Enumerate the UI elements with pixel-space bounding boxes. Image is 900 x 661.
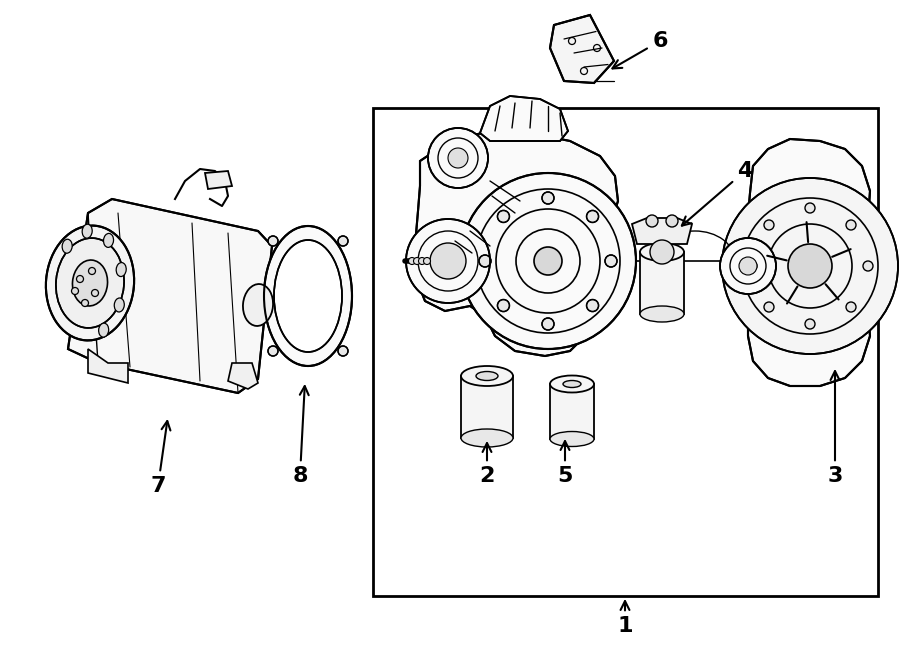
Circle shape — [413, 258, 420, 264]
Circle shape — [460, 173, 636, 349]
Ellipse shape — [99, 323, 109, 337]
Text: 7: 7 — [150, 421, 170, 496]
Text: 2: 2 — [480, 443, 495, 486]
Circle shape — [338, 236, 348, 246]
Circle shape — [428, 128, 488, 188]
Text: 8: 8 — [292, 386, 309, 486]
Circle shape — [846, 302, 856, 312]
Circle shape — [605, 255, 617, 267]
Text: 5: 5 — [557, 441, 572, 486]
Circle shape — [587, 299, 599, 311]
Text: 1: 1 — [617, 601, 633, 636]
Ellipse shape — [640, 306, 684, 322]
Circle shape — [788, 244, 832, 288]
Circle shape — [542, 192, 554, 204]
Circle shape — [534, 247, 562, 275]
Circle shape — [650, 240, 674, 264]
Polygon shape — [748, 139, 870, 386]
Circle shape — [720, 238, 776, 294]
Ellipse shape — [550, 432, 594, 446]
Polygon shape — [88, 349, 128, 383]
Circle shape — [863, 261, 873, 271]
Circle shape — [88, 268, 95, 274]
Circle shape — [666, 215, 678, 227]
Ellipse shape — [114, 298, 124, 312]
Circle shape — [424, 258, 430, 264]
Circle shape — [76, 276, 84, 282]
Circle shape — [646, 215, 658, 227]
Text: 3: 3 — [827, 371, 842, 486]
Circle shape — [739, 257, 757, 275]
Circle shape — [764, 302, 774, 312]
Polygon shape — [480, 96, 568, 141]
Circle shape — [747, 261, 757, 271]
Polygon shape — [550, 15, 614, 83]
Text: 4: 4 — [682, 161, 752, 225]
Ellipse shape — [82, 224, 92, 238]
Circle shape — [268, 346, 278, 356]
Bar — [373, 108, 878, 596]
Circle shape — [406, 219, 490, 303]
Bar — [461, 376, 513, 438]
Polygon shape — [632, 218, 692, 244]
Circle shape — [722, 178, 898, 354]
Circle shape — [338, 346, 348, 356]
Circle shape — [805, 203, 815, 213]
Ellipse shape — [476, 371, 498, 381]
Ellipse shape — [243, 284, 273, 326]
Circle shape — [498, 210, 509, 223]
Ellipse shape — [550, 375, 594, 393]
Ellipse shape — [62, 239, 72, 253]
Circle shape — [805, 319, 815, 329]
Circle shape — [268, 236, 278, 246]
Circle shape — [71, 288, 78, 295]
Ellipse shape — [461, 429, 513, 447]
Polygon shape — [68, 199, 272, 393]
Ellipse shape — [104, 233, 113, 247]
Circle shape — [498, 299, 509, 311]
Ellipse shape — [116, 262, 126, 276]
Circle shape — [846, 220, 856, 230]
Ellipse shape — [264, 226, 352, 366]
Ellipse shape — [56, 238, 124, 328]
Circle shape — [92, 290, 98, 297]
Polygon shape — [205, 171, 232, 189]
Circle shape — [430, 243, 466, 279]
Circle shape — [448, 148, 468, 168]
Circle shape — [418, 258, 426, 264]
Circle shape — [409, 258, 416, 264]
Ellipse shape — [640, 243, 684, 261]
Ellipse shape — [461, 366, 513, 386]
Circle shape — [479, 255, 491, 267]
Ellipse shape — [73, 260, 107, 306]
Ellipse shape — [563, 381, 581, 387]
Circle shape — [542, 318, 554, 330]
Bar — [640, 252, 684, 314]
Bar — [550, 384, 594, 439]
Polygon shape — [415, 131, 618, 356]
Text: 6: 6 — [612, 31, 668, 69]
Circle shape — [764, 220, 774, 230]
Polygon shape — [228, 363, 258, 389]
Circle shape — [587, 210, 599, 223]
Ellipse shape — [46, 225, 134, 340]
Ellipse shape — [274, 240, 342, 352]
Circle shape — [82, 299, 88, 307]
